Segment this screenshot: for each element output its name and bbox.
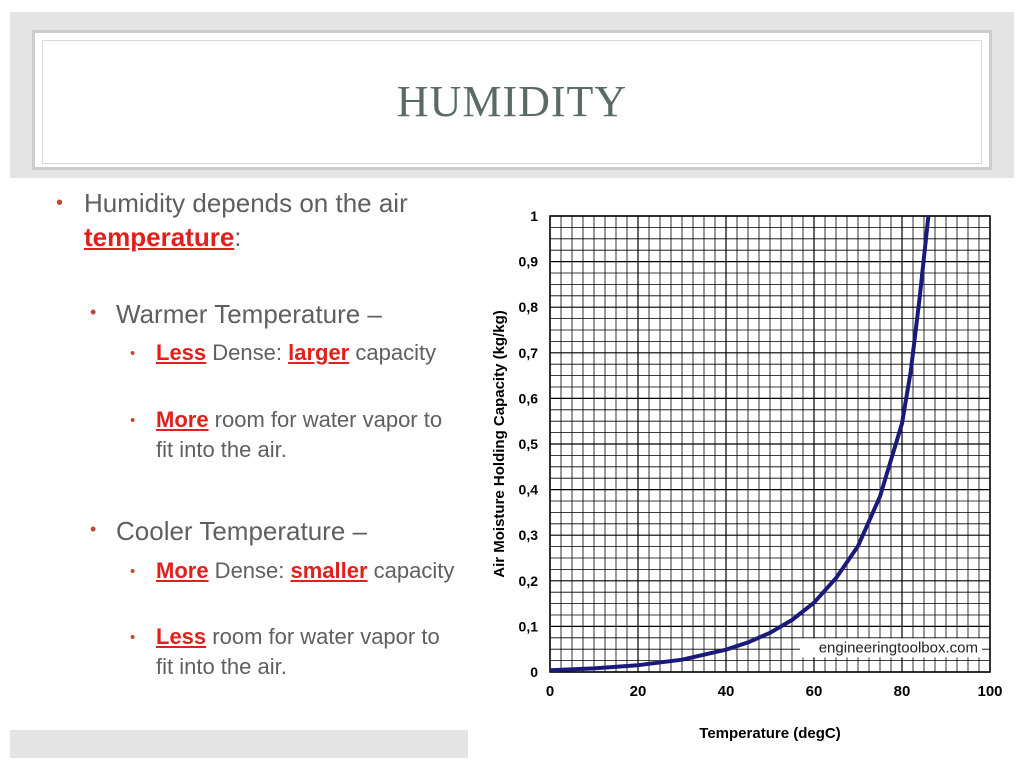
y-tick-label: 0,1 bbox=[519, 618, 539, 634]
bullet-dot: • bbox=[130, 412, 136, 429]
highlight-more: More bbox=[156, 558, 209, 583]
y-tick-label: 0,8 bbox=[519, 299, 539, 315]
cooler-room: Less room for water vapor to fit into th… bbox=[156, 622, 456, 682]
title-inner-frame bbox=[42, 40, 982, 164]
series-line bbox=[549, 215, 931, 673]
bullet-text-end: : bbox=[234, 222, 242, 252]
text-capacity: capacity bbox=[349, 340, 437, 365]
bullet-dot: • bbox=[130, 629, 136, 646]
y-tick-label: 0,7 bbox=[519, 345, 539, 361]
bullet-dot: • bbox=[90, 302, 97, 322]
warmer-heading: Warmer Temperature – bbox=[116, 299, 382, 329]
x-axis-label: Temperature (degC) bbox=[699, 725, 840, 742]
x-tick-label: 0 bbox=[546, 683, 554, 700]
highlight-more: More bbox=[156, 407, 209, 432]
text-capacity: capacity bbox=[367, 558, 455, 583]
cooler-heading: Cooler Temperature – bbox=[116, 516, 367, 546]
y-tick-label: 0,2 bbox=[519, 573, 539, 589]
y-tick-label: 0,6 bbox=[519, 390, 539, 406]
text-room: room for water vapor to fit into the air… bbox=[156, 624, 440, 679]
bullet-humidity: Humidity depends on the air temperature: bbox=[84, 186, 454, 254]
bullet-dot: • bbox=[90, 519, 97, 539]
x-tick-label: 40 bbox=[718, 683, 735, 700]
y-tick-label: 0 bbox=[530, 664, 538, 680]
highlight-less: Less bbox=[156, 624, 207, 649]
x-tick-label: 60 bbox=[806, 683, 823, 700]
y-tick-label: 0,3 bbox=[519, 527, 539, 543]
slide-title: HUMIDITY bbox=[396, 77, 628, 126]
y-tick-label: 1 bbox=[530, 208, 538, 224]
warmer-room: More room for water vapor to fit into th… bbox=[156, 405, 456, 465]
y-tick-label: 0,5 bbox=[519, 436, 539, 452]
y-tick-label: 0,4 bbox=[519, 482, 539, 498]
humidity-chart: engineeringtoolbox.com 0 20 40 60 80 100 0 0,1 0,… bbox=[491, 208, 1003, 742]
y-tick-label: 0,9 bbox=[519, 254, 539, 270]
highlight-larger: larger bbox=[288, 340, 350, 365]
footer-band bbox=[10, 730, 468, 758]
x-tick-label: 20 bbox=[630, 683, 647, 700]
text-dense: Dense: bbox=[208, 558, 291, 583]
highlight-smaller: smaller bbox=[290, 558, 368, 583]
cooler-density: More Dense: smaller capacity bbox=[156, 556, 456, 586]
x-tick-label: 80 bbox=[894, 683, 911, 700]
bullet-dot: • bbox=[56, 192, 64, 214]
highlight-less: Less bbox=[156, 340, 207, 365]
bullet-text: Humidity depends on the air bbox=[84, 188, 408, 218]
warmer-density: Less Dense: larger capacity bbox=[156, 338, 456, 368]
text-room: room for water vapor to fit into the air… bbox=[156, 407, 443, 462]
watermark-background bbox=[800, 638, 982, 658]
text-dense: Dense: bbox=[206, 340, 289, 365]
bullet-dot: • bbox=[130, 345, 136, 362]
title-frame bbox=[32, 30, 992, 170]
bullet-dot: • bbox=[130, 563, 136, 580]
x-tick-label: 100 bbox=[977, 683, 1002, 700]
watermark-text: engineeringtoolbox.com bbox=[819, 639, 978, 656]
y-axis-label: Air Moisture Holding Capacity (kg/kg) bbox=[491, 310, 508, 578]
highlight-temperature: temperature bbox=[84, 222, 235, 252]
